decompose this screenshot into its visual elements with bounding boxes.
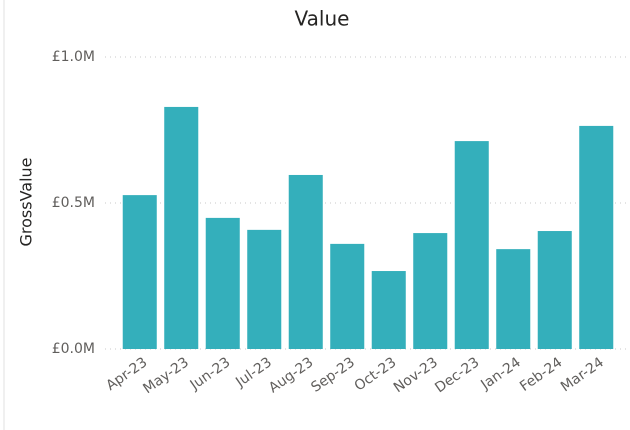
x-tick-label: Aug-23 [266, 354, 316, 396]
bar [288, 174, 323, 349]
x-tick-label: Sep-23 [308, 354, 358, 395]
bar [205, 217, 240, 349]
bar [330, 243, 365, 349]
bar [454, 141, 489, 349]
y-tick-label: £0.0M [52, 341, 95, 357]
bar [164, 106, 199, 349]
bar [371, 271, 406, 349]
y-axis-label: GrossValue [17, 157, 36, 246]
x-tick-label: Dec-23 [432, 354, 482, 396]
bar [247, 229, 282, 349]
x-tick-label: Feb-24 [517, 354, 565, 394]
x-tick-label: Oct-23 [352, 354, 400, 394]
bar [579, 125, 614, 349]
x-tick-label: May-23 [140, 354, 191, 397]
y-tick-label: £1.0M [52, 49, 95, 65]
y-tick-label: £0.5M [52, 195, 95, 211]
x-tick-label: Jan-24 [477, 354, 523, 393]
x-tick-label: Mar-24 [558, 354, 607, 395]
x-tick-label: Jun-23 [187, 354, 234, 393]
bar [413, 233, 448, 349]
chart-title: Value [295, 7, 350, 31]
bar [496, 249, 531, 349]
bar [122, 195, 157, 349]
x-tick-label: Nov-23 [391, 354, 441, 396]
bar [537, 231, 572, 349]
